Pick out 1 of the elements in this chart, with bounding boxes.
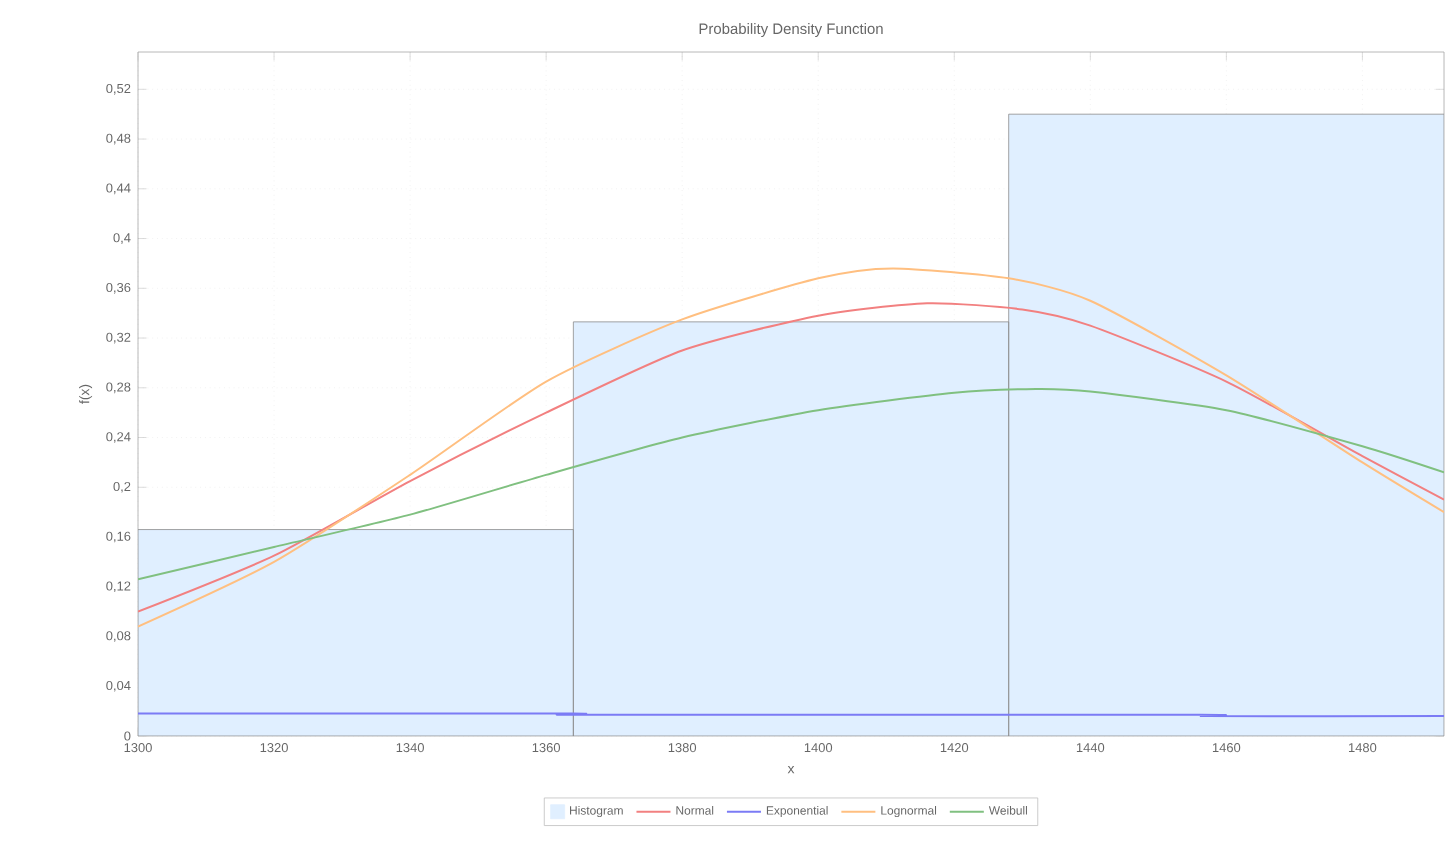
line-series xyxy=(138,388,1445,581)
